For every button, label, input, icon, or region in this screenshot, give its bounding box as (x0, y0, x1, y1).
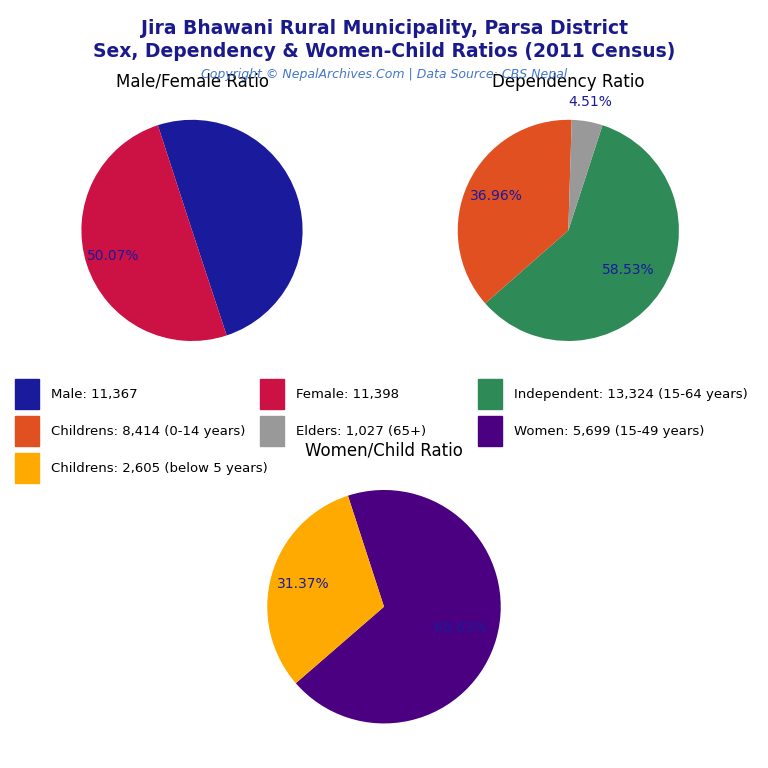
Text: Female: 11,398: Female: 11,398 (296, 388, 399, 401)
Title: Dependency Ratio: Dependency Ratio (492, 73, 644, 91)
Wedge shape (267, 495, 384, 684)
Bar (260, 416, 284, 446)
Text: Childrens: 2,605 (below 5 years): Childrens: 2,605 (below 5 years) (51, 462, 268, 475)
Text: 4.51%: 4.51% (569, 94, 613, 109)
Wedge shape (296, 490, 501, 723)
Text: Childrens: 8,414 (0-14 years): Childrens: 8,414 (0-14 years) (51, 425, 246, 438)
Title: Male/Female Ratio: Male/Female Ratio (115, 73, 269, 91)
Text: 36.96%: 36.96% (470, 190, 523, 204)
Wedge shape (458, 120, 571, 303)
Text: Male: 11,367: Male: 11,367 (51, 388, 138, 401)
Wedge shape (81, 125, 227, 341)
Text: Independent: 13,324 (15-64 years): Independent: 13,324 (15-64 years) (515, 388, 748, 401)
Text: Jira Bhawani Rural Municipality, Parsa District: Jira Bhawani Rural Municipality, Parsa D… (141, 19, 627, 38)
Bar (15, 416, 39, 446)
Text: 68.63%: 68.63% (434, 621, 487, 635)
Text: Women: 5,699 (15-49 years): Women: 5,699 (15-49 years) (515, 425, 704, 438)
Text: Sex, Dependency & Women-Child Ratios (2011 Census): Sex, Dependency & Women-Child Ratios (20… (93, 42, 675, 61)
Text: Copyright © NepalArchives.Com | Data Source: CBS Nepal: Copyright © NepalArchives.Com | Data Sou… (201, 68, 567, 81)
Text: Elders: 1,027 (65+): Elders: 1,027 (65+) (296, 425, 426, 438)
Bar (478, 379, 502, 409)
Bar (260, 379, 284, 409)
Text: 58.53%: 58.53% (602, 263, 654, 277)
Title: Women/Child Ratio: Women/Child Ratio (305, 442, 463, 459)
Text: 49.93%: 49.93% (244, 197, 297, 212)
Bar (478, 416, 502, 446)
Wedge shape (485, 125, 679, 341)
Wedge shape (158, 120, 303, 336)
Text: 50.07%: 50.07% (87, 249, 140, 263)
Bar (15, 453, 39, 483)
Bar (15, 379, 39, 409)
Text: 31.37%: 31.37% (276, 578, 329, 591)
Wedge shape (568, 120, 602, 230)
